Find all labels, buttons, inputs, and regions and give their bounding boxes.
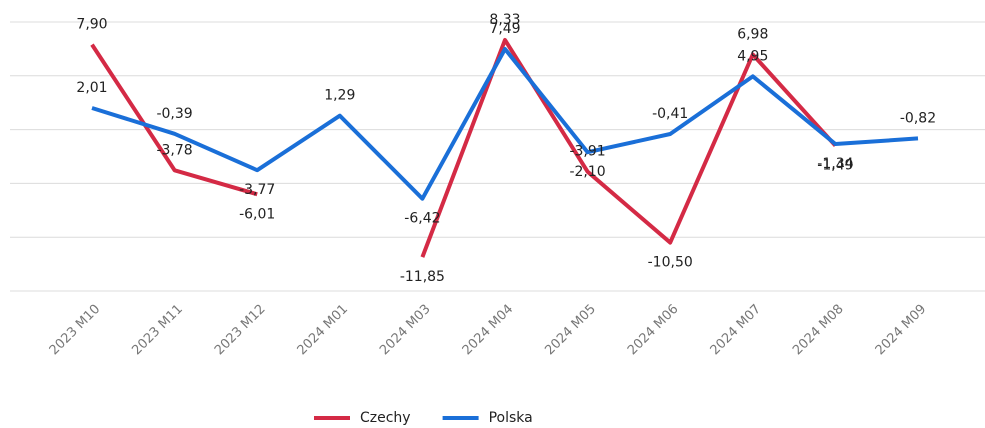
data-label: -11,85 [400, 269, 445, 285]
x-tick-label: 2024 M09 [873, 302, 930, 359]
x-tick-label: 2024 M01 [295, 302, 352, 359]
x-tick-label: 2024 M04 [460, 302, 517, 359]
data-label: -1,34 [817, 156, 853, 172]
data-label: -3,78 [156, 142, 192, 158]
data-label: 7,90 [76, 17, 107, 33]
x-tick-label: 2024 M06 [625, 302, 682, 359]
x-tick-label: 2023 M11 [129, 302, 186, 359]
data-label: -0,41 [652, 106, 688, 122]
data-label: -6,01 [239, 206, 275, 222]
data-label: -3,77 [239, 182, 275, 198]
data-label: -1,49 [817, 158, 853, 174]
data-label: -0,39 [156, 106, 192, 122]
series-line [91, 47, 919, 201]
x-tick-label: 2024 M03 [377, 302, 434, 359]
data-label: 7,49 [489, 21, 520, 37]
legend-label: Polska [489, 410, 533, 426]
x-tick-label: 2023 M12 [212, 302, 269, 359]
data-label: 6,98 [737, 26, 768, 42]
data-label: 2,01 [76, 80, 107, 96]
x-tick-label: 2024 M07 [708, 302, 765, 359]
data-label: -0,82 [900, 110, 936, 126]
x-tick-label: 2023 M10 [47, 302, 104, 359]
data-label: 4,95 [737, 48, 768, 64]
data-label: 8,33 [489, 12, 520, 28]
legend-label: Czechy [360, 410, 411, 426]
data-label: -10,50 [648, 255, 693, 271]
data-label: -3,91 [569, 144, 605, 160]
data-label: -2,10 [569, 164, 605, 180]
x-tick-label: 2024 M08 [790, 302, 847, 359]
data-label: -6,42 [404, 211, 440, 227]
x-tick-label: 2024 M05 [542, 302, 599, 359]
data-label: 1,29 [324, 88, 355, 104]
